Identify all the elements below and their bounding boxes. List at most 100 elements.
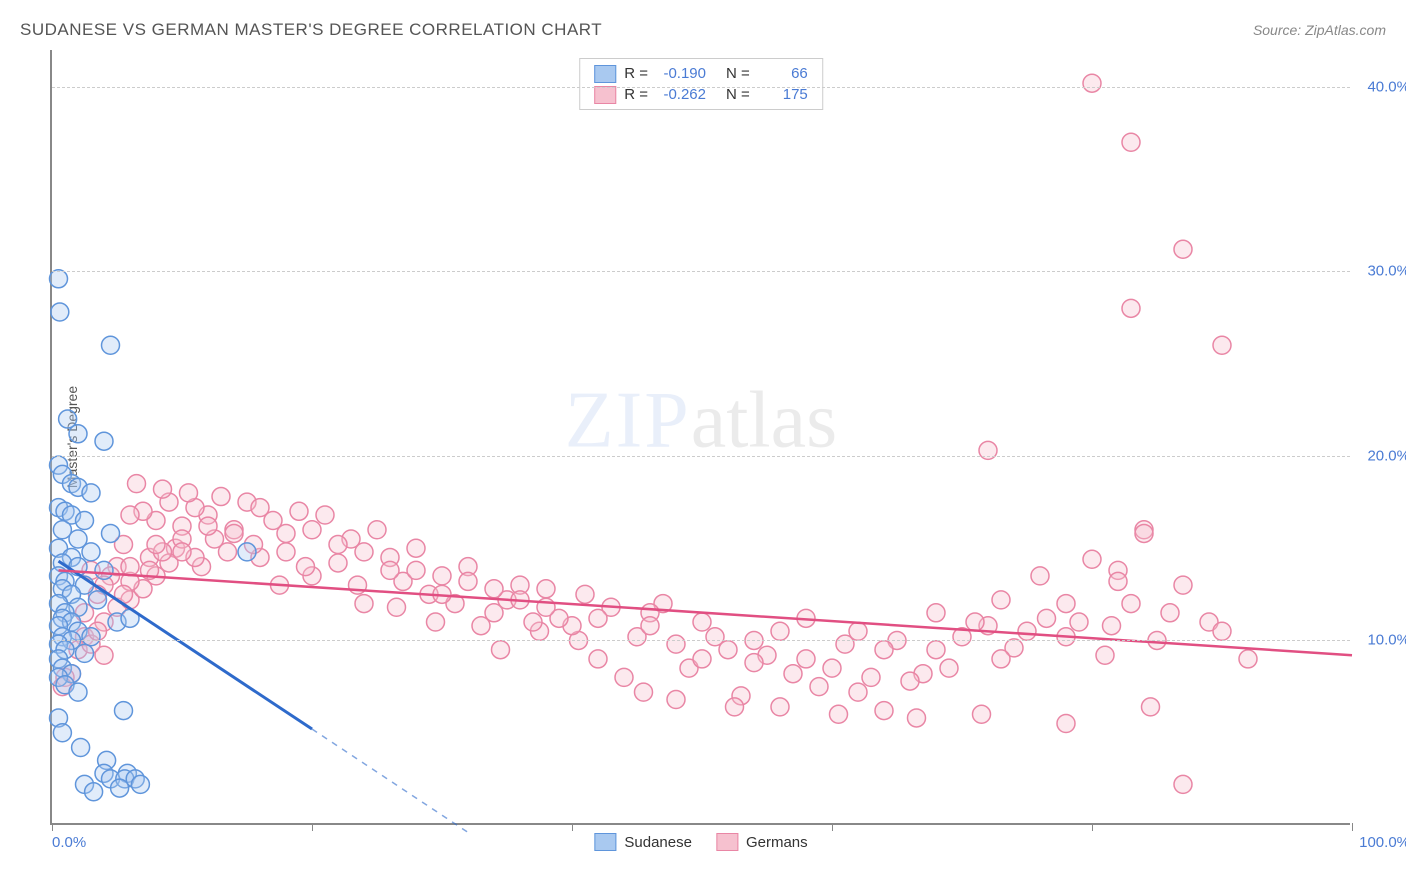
germans-point [297,558,315,576]
germans-point [459,572,477,590]
germans-point [1239,650,1257,668]
germans-point [1213,622,1231,640]
germans-point [589,650,607,668]
sudanese-point [76,644,94,662]
germans-point [706,628,724,646]
germans-point [875,641,893,659]
germans-point [173,543,191,561]
x-tick-mark [832,823,833,831]
germans-point [771,622,789,640]
plot-svg [52,50,1350,823]
sudanese-point [238,543,256,561]
germans-point [1031,567,1049,585]
germans-point [973,705,991,723]
germans-point [329,536,347,554]
germans-point [199,517,217,535]
germans-point [1038,609,1056,627]
germans-point [992,591,1010,609]
r-label: R = [624,63,648,84]
y-tick-label: 10.0% [1367,632,1406,649]
germans-point [128,475,146,493]
germans-legend-swatch [716,833,738,851]
sudanese-legend-label: Sudanese [624,834,692,851]
sudanese-point [85,783,103,801]
germans-point [1122,133,1140,151]
germans-point [1083,550,1101,568]
x-tick-mark [312,823,313,831]
sudanese-point [82,628,100,646]
germans-point [1122,595,1140,613]
germans-point [693,650,711,668]
germans-point [1174,576,1192,594]
germans-point [1109,572,1127,590]
germans-point [407,539,425,557]
germans-point [830,705,848,723]
germans-point [875,702,893,720]
germans-point [1135,524,1153,542]
germans-point [303,521,321,539]
germans-point [1070,613,1088,631]
germans-point [927,641,945,659]
germans-point [667,635,685,653]
sudanese-point [82,484,100,502]
germans-point [316,506,334,524]
x-tick-mark [572,823,573,831]
germans-point [180,484,198,502]
x-tick-mark [1352,823,1353,831]
n-value: 66 [758,63,808,84]
x-tick-mark [1092,823,1093,831]
sudanese-point [102,336,120,354]
germans-point [615,668,633,686]
series-legend-item-sudanese: Sudanese [594,833,692,851]
sudanese-point [51,303,69,321]
germans-point [290,502,308,520]
x-tick-right: 100.0% [1359,834,1406,851]
gridline [52,271,1350,272]
germans-point [407,561,425,579]
sudanese-trend-line-dash [312,729,468,832]
germans-point [1057,715,1075,733]
germans-point [641,617,659,635]
germans-point [1083,74,1101,92]
germans-point [492,641,510,659]
germans-point [225,524,243,542]
germans-point [927,604,945,622]
sudanese-swatch [594,65,616,83]
germans-point [797,650,815,668]
germans-trend-line [59,570,1353,655]
sudanese-point [53,724,71,742]
germans-point [537,580,555,598]
germans-point [433,567,451,585]
germans-point [1018,622,1036,640]
germans-point [329,554,347,572]
germans-point [771,698,789,716]
sudanese-point [102,524,120,542]
germans-point [693,613,711,631]
germans-point [251,499,269,517]
germans-point [277,543,295,561]
germans-point [849,622,867,640]
source-label: Source: ZipAtlas.com [1253,22,1386,38]
germans-point [524,613,542,631]
germans-point [121,506,139,524]
sudanese-point [50,270,68,288]
germans-point [940,659,958,677]
chart-area: Master's Degree ZIPatlas R =-0.190N =66R… [50,50,1350,825]
germans-point [355,595,373,613]
germans-point [823,659,841,677]
sudanese-point [76,512,94,530]
gridline [52,640,1350,641]
germans-point [381,561,399,579]
germans-point [388,598,406,616]
correlation-legend: R =-0.190N =66R =-0.262N =175 [579,58,823,110]
germans-point [1174,775,1192,793]
sudanese-point [115,702,133,720]
germans-point [212,488,230,506]
germans-point [154,480,172,498]
series-legend: SudaneseGermans [594,833,807,851]
germans-point [1161,604,1179,622]
germans-point [901,672,919,690]
chart-title: SUDANESE VS GERMAN MASTER'S DEGREE CORRE… [20,20,602,40]
y-tick-label: 20.0% [1367,447,1406,464]
germans-point [745,654,763,672]
